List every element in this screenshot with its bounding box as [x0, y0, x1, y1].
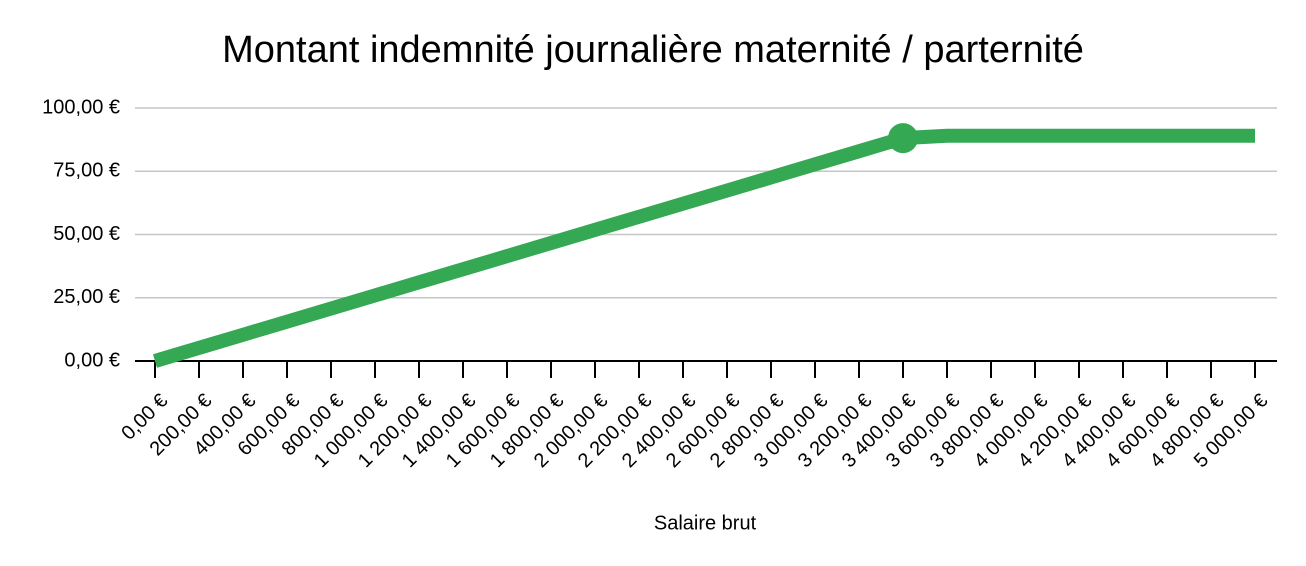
x-axis-label: Salaire brut [654, 512, 757, 534]
y-tick-label: 100,00 € [42, 96, 120, 118]
data-point [888, 123, 918, 154]
data-line [153, 128, 1255, 368]
y-tick-label: 50,00 € [53, 223, 120, 245]
y-tick-label: 25,00 € [53, 286, 120, 308]
y-tick-label: 75,00 € [53, 160, 120, 182]
y-tick-label: 0,00 € [64, 349, 120, 371]
chart-title: Montant indemnité journalière maternité … [222, 29, 1084, 71]
